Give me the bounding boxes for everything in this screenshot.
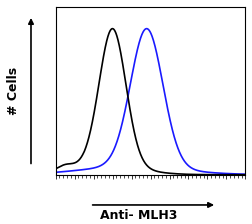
Text: # Cells: # Cells — [7, 67, 20, 115]
Text: Anti- MLH3: Anti- MLH3 — [100, 209, 177, 222]
